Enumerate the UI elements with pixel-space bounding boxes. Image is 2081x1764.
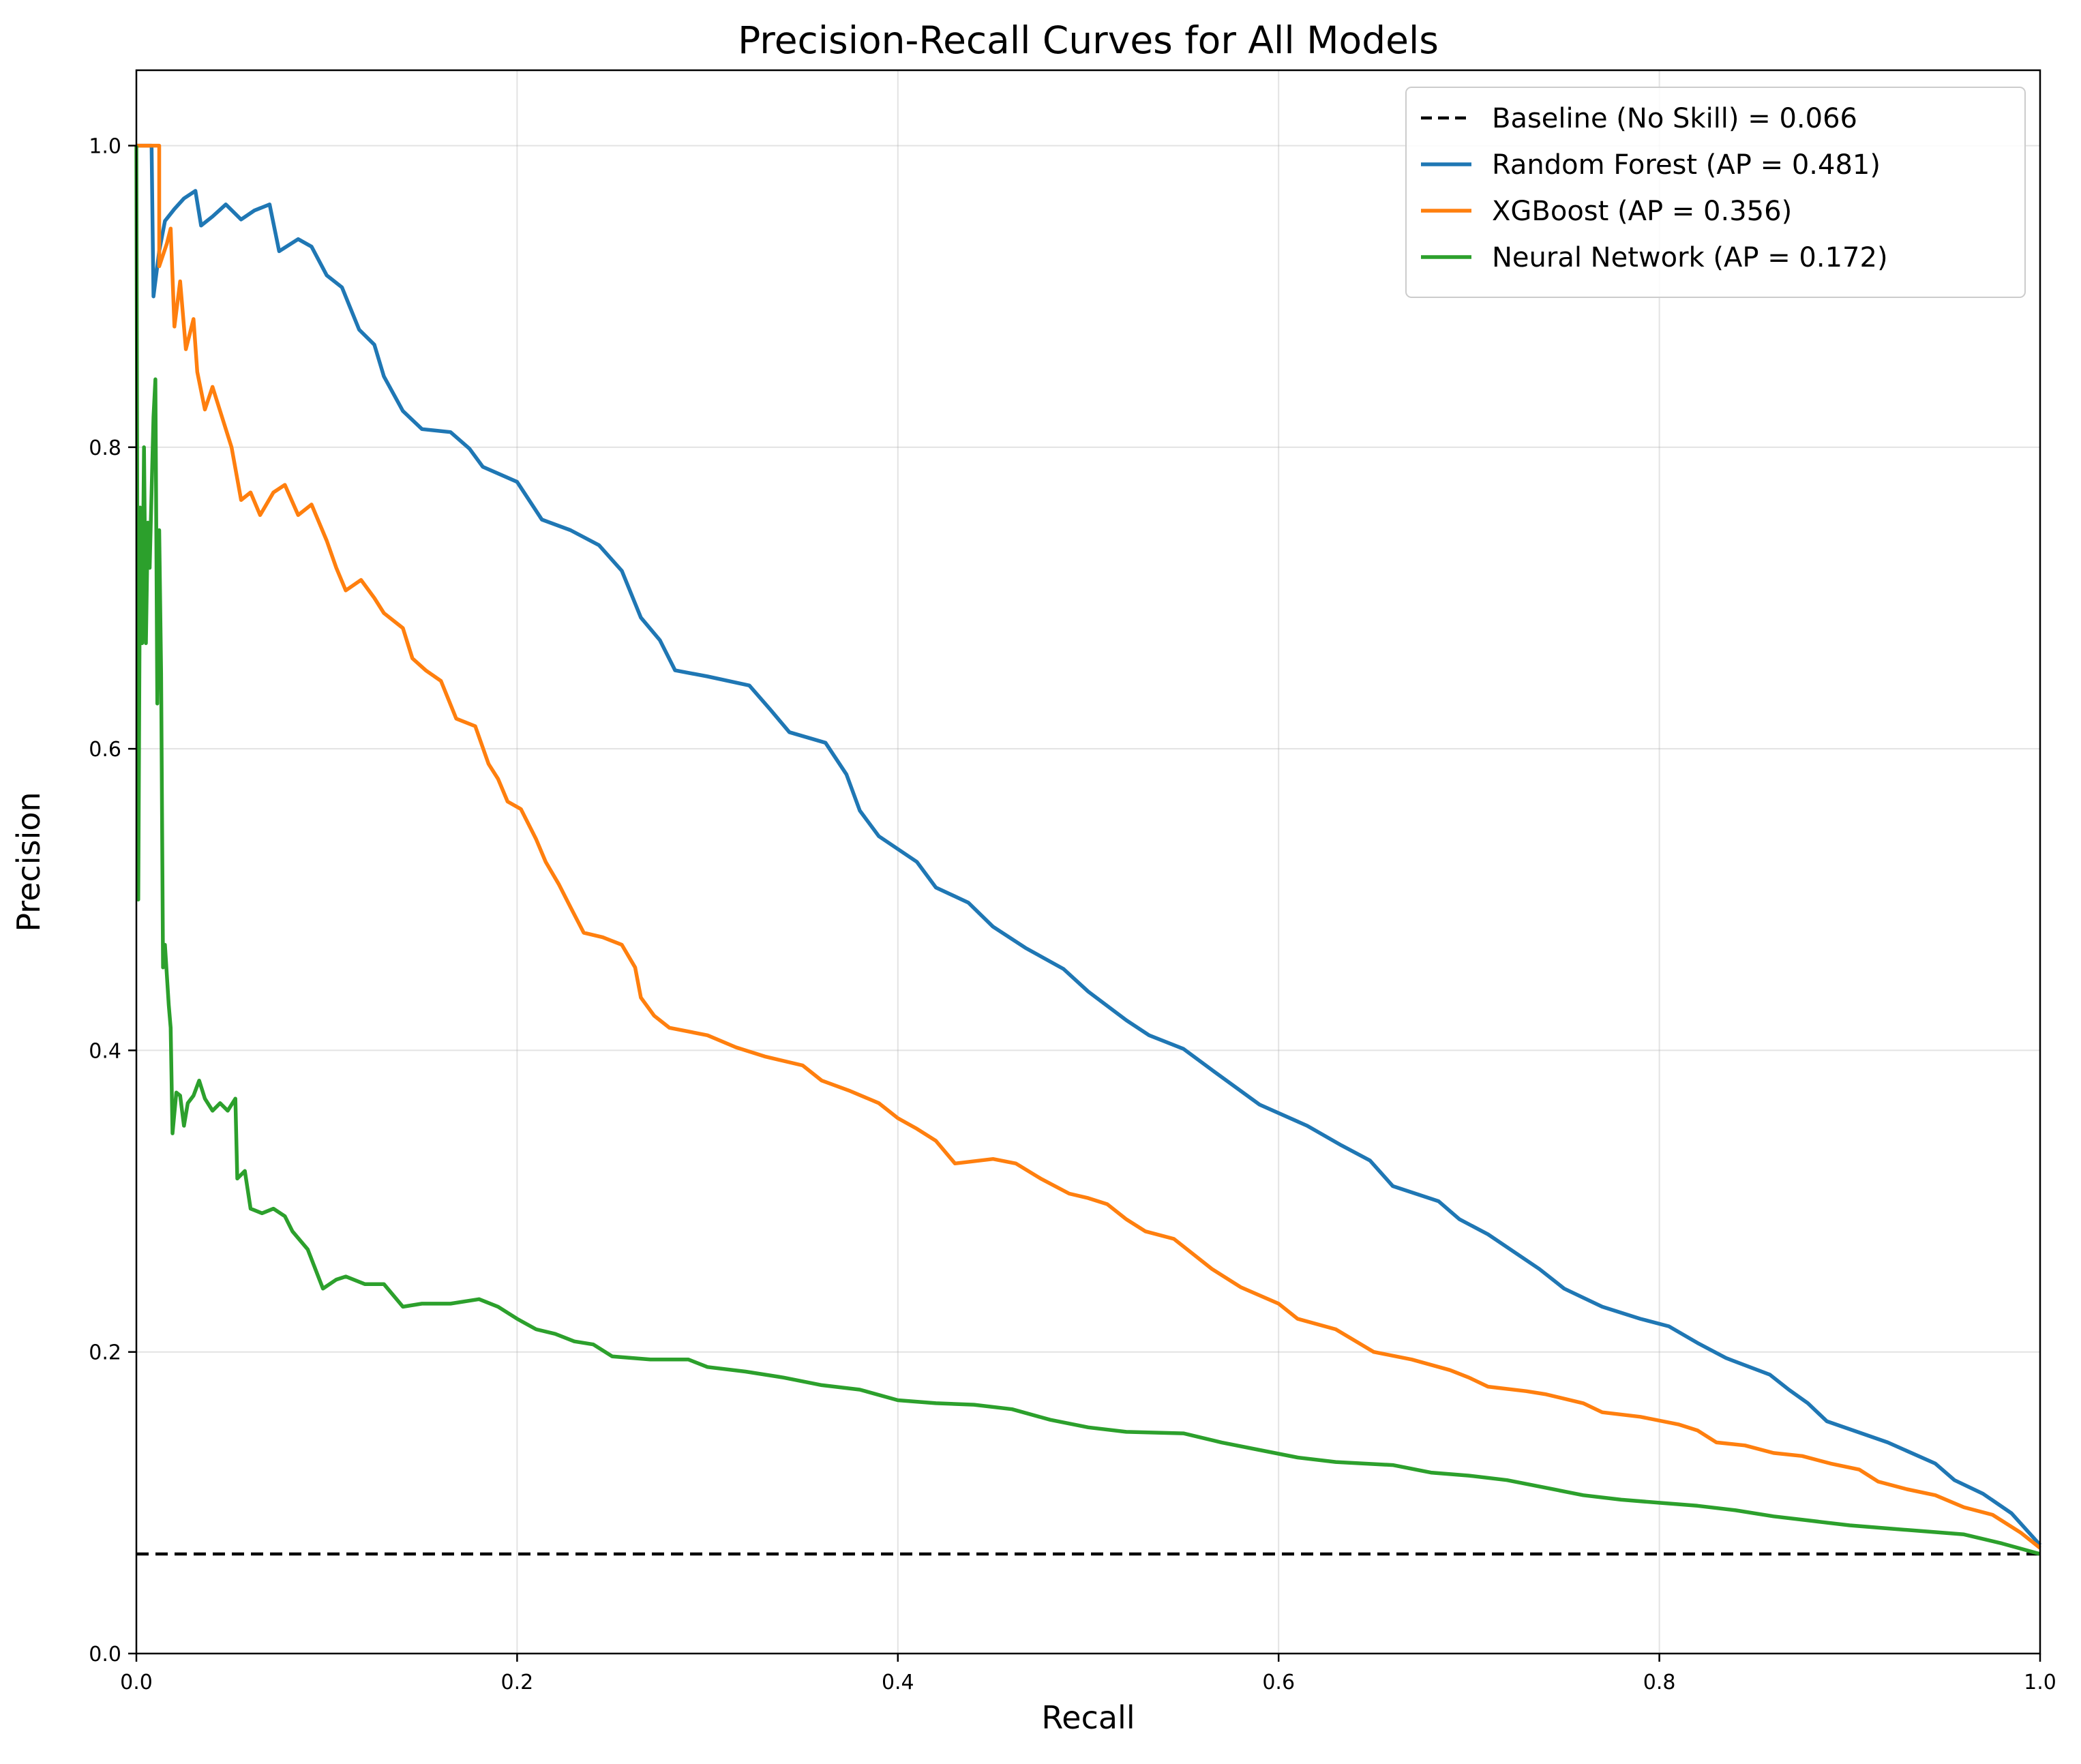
legend-label: Neural Network (AP = 0.172) [1492, 242, 1888, 273]
plot-frame [135, 69, 2041, 1655]
x-tick-label: 0.4 [882, 1671, 914, 1694]
y-tick-label: 0.6 [89, 738, 121, 762]
y-tick-label: 0.4 [89, 1039, 121, 1063]
grid [136, 70, 2041, 1654]
series-line-xgboost [136, 143, 2041, 1550]
legend-label: Random Forest (AP = 0.481) [1492, 149, 1881, 181]
y-tick-label: 0.2 [89, 1341, 121, 1365]
legend: Baseline (No Skill) = 0.066 Random Forest… [1405, 87, 2026, 298]
x-tick-label: 0.8 [1643, 1671, 1676, 1694]
y-axis-title: Precision [10, 792, 47, 931]
legend-label: Baseline (No Skill) = 0.066 [1492, 103, 1857, 134]
legend-box [1405, 87, 2026, 298]
axis-ticks: 0.0 0.2 0.4 0.6 0.8 1.0 0.0 0.2 0.4 0.6 0.8 1.0 [89, 135, 2056, 1694]
chart-title: Precision-Recall Curves for All Models [738, 18, 1439, 62]
x-tick-label: 0.2 [501, 1671, 534, 1694]
x-tick-label: 0.6 [1262, 1671, 1295, 1694]
x-tick-label: 0.0 [120, 1671, 153, 1694]
series-line-random-forest [136, 143, 2042, 1546]
x-tick-label: 1.0 [2024, 1671, 2056, 1694]
legend-label: XGBoost (AP = 0.356) [1492, 196, 1792, 227]
y-tick-label: 0.8 [89, 436, 121, 460]
x-axis-title: Recall [1041, 1699, 1135, 1736]
series-layer [134, 143, 2042, 1556]
series-line-neural-network [134, 145, 2041, 1556]
y-tick-label: 1.0 [89, 135, 121, 159]
y-tick-label: 0.0 [89, 1643, 121, 1666]
